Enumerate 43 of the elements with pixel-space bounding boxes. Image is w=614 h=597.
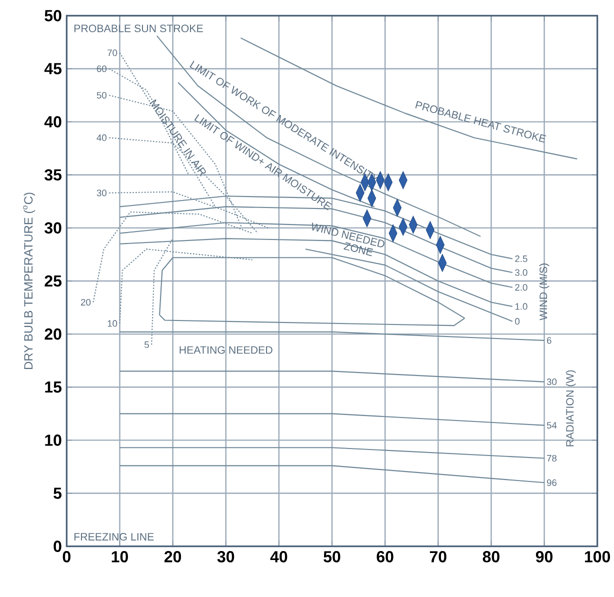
x-tick-label: 80 xyxy=(482,551,500,562)
series-label: 96 xyxy=(546,479,556,486)
y-tick-label: 35 xyxy=(44,169,62,181)
x-tick-label: 10 xyxy=(112,551,128,562)
series-label: 0 xyxy=(515,318,520,325)
x-tick-label: 0 xyxy=(62,551,70,562)
y-tick-label: 25 xyxy=(44,275,62,287)
series-label: 2.0 xyxy=(515,284,528,291)
series-label: 30 xyxy=(546,378,557,386)
series-label: 20 xyxy=(81,298,91,306)
y-tick-label: 20 xyxy=(44,328,62,340)
x-tick-label: 20 xyxy=(164,551,182,562)
x-tick-label: 50 xyxy=(324,551,340,562)
y-tick-label: 10 xyxy=(45,434,62,446)
x-tick-label: 40 xyxy=(270,551,288,562)
series-label: 54 xyxy=(546,422,557,429)
series-label: 70 xyxy=(108,50,118,56)
y-tick-label: 50 xyxy=(44,10,62,22)
series-label: 1.0 xyxy=(515,303,528,310)
x-tick-label: 60 xyxy=(376,551,394,562)
y-tick-label: 45 xyxy=(44,63,62,74)
y-axis-title: DRY BULB TEMPERATURE ($^{o}$C) xyxy=(23,192,36,370)
x-tick-label: 90 xyxy=(536,551,553,562)
y-tick-label: 40 xyxy=(44,116,62,128)
series-label: 5 xyxy=(144,341,149,348)
series-label: 30 xyxy=(96,190,106,196)
annotation: HEATING NEEDED xyxy=(180,346,272,354)
annotation: RADIATION (W) xyxy=(566,370,576,446)
annotation: WIND (M/S) xyxy=(539,264,550,320)
series-label: 6 xyxy=(547,337,552,344)
x-tick-label: 70 xyxy=(430,551,446,562)
series-label: 50 xyxy=(96,92,106,99)
y-tick-label: 0 xyxy=(54,540,62,552)
x-tick-label: 100 xyxy=(584,551,610,562)
y-tick-label: 5 xyxy=(54,488,62,499)
series-label: 78 xyxy=(547,454,557,462)
series-label: 40 xyxy=(96,134,106,142)
x-tick-label: 30 xyxy=(217,551,234,562)
series-label: 3.0 xyxy=(515,269,528,276)
y-tick-label: 15 xyxy=(45,382,62,393)
y-tick-label: 30 xyxy=(44,222,62,234)
series-label: 2.5 xyxy=(515,255,528,262)
series-label: 10 xyxy=(108,320,118,327)
